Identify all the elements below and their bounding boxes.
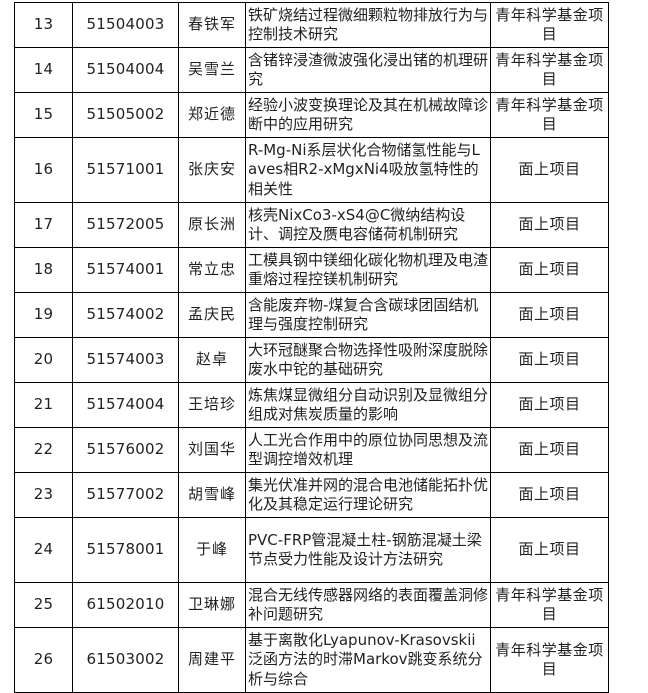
cell-principal-investigator: 于峰 [178,517,246,583]
cell-approval-number: 51578001 [72,517,179,583]
cell-approval-number: 51574004 [72,382,179,428]
cell-project-title: 铁矿烧结过程微细颗粒物排放行为与控制技术研究 [245,2,491,48]
grant-list-table: 13 51504003 春铁军 铁矿烧结过程微细颗粒物排放行为与控制技术研究 青年科学基… [14,2,609,693]
cell-sequence-number: 16 [14,137,73,203]
cell-sequence-number: 17 [14,202,73,248]
cell-project-title: 混合无线传感器网络的表面覆盖洞修补问题研究 [245,582,491,628]
cell-approval-number: 61502010 [72,582,179,628]
cell-project-title: 炼焦煤显微组分自动识别及显微组分组成对焦炭质量的影响 [245,382,491,428]
grant-table-container: 13 51504003 春铁军 铁矿烧结过程微细颗粒物排放行为与控制技术研究 青年科学基… [14,2,609,693]
cell-approval-number: 61503002 [72,627,179,693]
cell-sequence-number: 14 [14,47,73,93]
table-row: 15 51505002 郑近德 经验小波变换理论及其在机械故障诊断中的应用研究 青年科学… [14,92,609,138]
cell-sequence-number: 15 [14,92,73,138]
table-row: 21 51574004 王培珍 炼焦煤显微组分自动识别及显微组分组成对焦炭质量的影响面… [14,382,609,428]
page-root: 13 51504003 春铁军 铁矿烧结过程微细颗粒物排放行为与控制技术研究 青年科学基… [14,2,609,693]
cell-project-category: 面上项目 [490,517,609,583]
cell-project-category: 青年科学基金项目 [490,582,609,628]
cell-approval-number: 51571001 [72,137,179,203]
cell-sequence-number: 21 [14,382,73,428]
cell-principal-investigator: 春铁军 [178,2,246,48]
cell-sequence-number: 20 [14,337,73,383]
cell-project-category: 面上项目 [490,337,609,383]
table-row: 18 51574001 常立忠 工模具钢中镁细化碳化物机理及电渣重熔过程控镁机制研究面… [14,247,609,293]
cell-project-title: 含能废弃物-煤复合含碳球团固结机理与强度控制研究 [245,292,491,338]
cell-principal-investigator: 吴雪兰 [178,47,246,93]
cell-principal-investigator: 原长洲 [178,202,246,248]
cell-project-title: 大环冠醚聚合物选择性吸附深度脱除废水中铊的基础研究 [245,337,491,383]
cell-project-title: 工模具钢中镁细化碳化物机理及电渣重熔过程控镁机制研究 [245,247,491,293]
cell-principal-investigator: 刘国华 [178,427,246,473]
cell-sequence-number: 25 [14,582,73,628]
cell-principal-investigator: 胡雪峰 [178,472,246,518]
cell-project-title: PVC-FRP管混凝土柱-钢筋混凝土梁节点受力性能及设计方法研究 [245,517,491,583]
cell-project-category: 面上项目 [490,427,609,473]
cell-sequence-number: 19 [14,292,73,338]
cell-principal-investigator: 卫琳娜 [178,582,246,628]
table-row: 20 51574003 赵卓 大环冠醚聚合物选择性吸附深度脱除废水中铊的基础研究 面上项… [14,337,609,383]
cell-approval-number: 51572005 [72,202,179,248]
cell-project-category: 青年科学基金项目 [490,92,609,138]
table-row: 16 51571001 张庆安 R-Mg-Ni系层状化合物储氢性能与Laves相R2-… [14,137,609,203]
cell-project-category: 青年科学基金项目 [490,47,609,93]
cell-approval-number: 51576002 [72,427,179,473]
cell-project-title: 集光伏准并网的混合电池储能拓扑优化及其稳定运行理论研究 [245,472,491,518]
cell-sequence-number: 24 [14,517,73,583]
cell-approval-number: 51574001 [72,247,179,293]
table-row: 22 51576002 刘国华 人工光合作用中的原位协同思想及流型调控增效机理 面上项目 [14,427,609,473]
cell-sequence-number: 18 [14,247,73,293]
cell-principal-investigator: 孟庆民 [178,292,246,338]
cell-approval-number: 51574003 [72,337,179,383]
table-row: 17 51572005 原长洲 核壳NixCo3-xS4@C微纳结构设计、调控及赝电容… [14,202,609,248]
cell-project-title: 基于离散化Lyapunov-Krasovskii泛函方法的时滞Markov跳变系… [245,627,491,693]
cell-principal-investigator: 周建平 [178,627,246,693]
cell-project-title: 经验小波变换理论及其在机械故障诊断中的应用研究 [245,92,491,138]
cell-principal-investigator: 王培珍 [178,382,246,428]
table-row: 25 61502010 卫琳娜 混合无线传感器网络的表面覆盖洞修补问题研究 青年科学基金… [14,582,609,628]
cell-project-title: 人工光合作用中的原位协同思想及流型调控增效机理 [245,427,491,473]
cell-project-category: 青年科学基金项目 [490,627,609,693]
cell-project-category: 面上项目 [490,202,609,248]
cell-project-category: 面上项目 [490,247,609,293]
cell-project-title: R-Mg-Ni系层状化合物储氢性能与Laves相R2-xMgxNi4吸放氢特性的… [245,137,491,203]
cell-project-category: 面上项目 [490,382,609,428]
cell-approval-number: 51504004 [72,47,179,93]
table-row: 14 51504004 吴雪兰 含锗锌浸渣微波强化浸出锗的机理研究 青年科学基金项目 [14,47,609,93]
cell-approval-number: 51505002 [72,92,179,138]
cell-approval-number: 51504003 [72,2,179,48]
cell-sequence-number: 26 [14,627,73,693]
table-row: 13 51504003 春铁军 铁矿烧结过程微细颗粒物排放行为与控制技术研究 青年科学基… [14,2,609,48]
cell-principal-investigator: 常立忠 [178,247,246,293]
cell-principal-investigator: 张庆安 [178,137,246,203]
cell-project-category: 面上项目 [490,472,609,518]
cell-project-title: 核壳NixCo3-xS4@C微纳结构设计、调控及赝电容储荷机制研究 [245,202,491,248]
cell-project-category: 面上项目 [490,137,609,203]
cell-approval-number: 51577002 [72,472,179,518]
table-body: 13 51504003 春铁军 铁矿烧结过程微细颗粒物排放行为与控制技术研究 青年科学基… [14,2,609,693]
table-row: 26 61503002 周建平 基于离散化Lyapunov-Krasovskii泛函方… [14,627,609,693]
cell-principal-investigator: 郑近德 [178,92,246,138]
cell-sequence-number: 13 [14,2,73,48]
cell-project-category: 青年科学基金项目 [490,2,609,48]
cell-project-title: 含锗锌浸渣微波强化浸出锗的机理研究 [245,47,491,93]
table-row: 23 51577002 胡雪峰 集光伏准并网的混合电池储能拓扑优化及其稳定运行理论研究… [14,472,609,518]
cell-sequence-number: 22 [14,427,73,473]
cell-principal-investigator: 赵卓 [178,337,246,383]
table-row: 24 51578001 于峰 PVC-FRP管混凝土柱-钢筋混凝土梁节点受力性能及设计… [14,517,609,583]
cell-project-category: 面上项目 [490,292,609,338]
cell-sequence-number: 23 [14,472,73,518]
cell-approval-number: 51574002 [72,292,179,338]
table-row: 19 51574002 孟庆民 含能废弃物-煤复合含碳球团固结机理与强度控制研究 面上项… [14,292,609,338]
